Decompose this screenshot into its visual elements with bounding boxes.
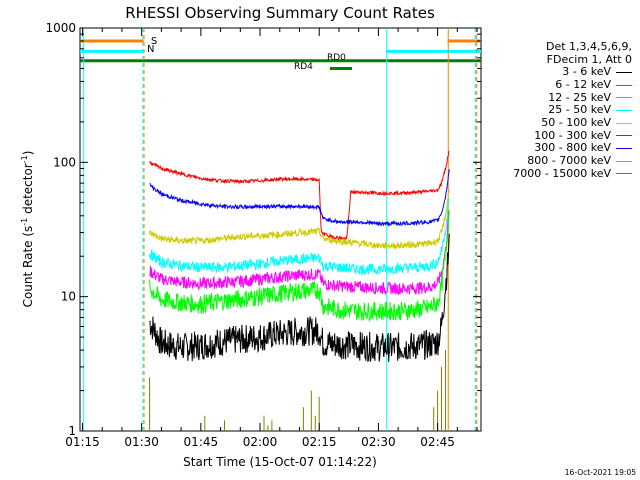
series-line-3to6keV xyxy=(149,233,450,363)
legend-entry: 800 - 7000 keV xyxy=(492,155,632,168)
legend-entry-label: 25 - 50 keV xyxy=(548,103,611,117)
footer-timestamp: 16-Oct-2021 19:05 xyxy=(564,468,636,477)
legend-swatch xyxy=(616,97,632,99)
legend-swatch xyxy=(616,160,632,162)
legend-entry: 6 - 12 keV xyxy=(492,79,632,92)
legend-header-line-2: FDecim 1, Att 0 xyxy=(546,53,632,66)
legend-swatch xyxy=(616,135,632,137)
y-axis-label-main: Count Rate (s xyxy=(21,226,35,308)
legend-entry-label: 3 - 6 keV xyxy=(562,65,611,79)
legend-swatch xyxy=(616,109,632,111)
legend-entry-label: 50 - 100 keV xyxy=(541,116,611,130)
flag-label-s: S xyxy=(151,36,157,47)
legend-rows: 3 - 6 keV 6 - 12 keV 12 - 25 keV 25 - 50 ke… xyxy=(492,66,632,180)
legend-swatch xyxy=(616,71,632,73)
legend: Det 1,3,4,5,6,9, FDecim 1, Att 0 3 - 6 k… xyxy=(492,40,632,180)
legend-entry-label: 800 - 7000 keV xyxy=(527,154,611,168)
legend-entry: 300 - 800 keV xyxy=(492,142,632,155)
legend-entry: 100 - 300 keV xyxy=(492,129,632,142)
legend-entry: 50 - 100 keV xyxy=(492,117,632,130)
legend-entry-label: 300 - 800 keV xyxy=(534,141,611,155)
y-axis-label-end: ) xyxy=(21,151,35,156)
flags-layer xyxy=(80,39,481,70)
x-tick-label: 02:15 xyxy=(302,435,337,449)
legend-swatch xyxy=(616,147,632,149)
legend-swatch xyxy=(616,122,632,124)
series-line-100to300keV xyxy=(149,150,450,241)
legend-swatch xyxy=(616,84,632,86)
y-axis-label: Count Rate (s-1 detector-1) xyxy=(20,151,35,308)
x-tick-label: 01:45 xyxy=(184,435,219,449)
x-tick-label: 02:30 xyxy=(361,435,396,449)
x-tick-label: 02:45 xyxy=(420,435,455,449)
legend-entry: 12 - 25 keV xyxy=(492,91,632,104)
flag-label-rd0: RD0 xyxy=(327,53,346,63)
x-tick-label: 01:30 xyxy=(124,435,159,449)
legend-entry-label: 6 - 12 keV xyxy=(555,78,611,92)
x-tick-label: 02:00 xyxy=(243,435,278,449)
y-tick-label: 1 xyxy=(68,424,76,438)
plot-frame xyxy=(79,27,482,432)
legend-entry-label: 7000 - 15000 keV xyxy=(513,166,611,180)
chart-title: RHESSI Observing Summary Count Rates xyxy=(125,4,435,22)
legend-entry: 25 - 50 keV xyxy=(492,104,632,117)
legend-entry-label: 100 - 300 keV xyxy=(534,128,611,142)
x-axis-label: Start Time (15-Oct-07 01:14:22) xyxy=(183,455,377,469)
y-axis-label-sup1: -1 xyxy=(20,218,29,226)
y-tick-label: 10 xyxy=(61,290,76,304)
flag-label-rd4: RD4 xyxy=(294,62,313,72)
y-tick-label: 100 xyxy=(53,155,76,169)
legend-swatch xyxy=(616,173,632,175)
series-line-300to800keV xyxy=(149,169,450,228)
y-tick-label: 1000 xyxy=(45,21,76,35)
flag-label-n: N xyxy=(147,44,154,55)
series-line-12to25keV xyxy=(149,210,450,323)
series-line-25to50keV xyxy=(149,198,450,276)
y-axis-label-mid: detector xyxy=(21,163,35,218)
night-lines-layer xyxy=(83,28,478,431)
series-line-6to12keV xyxy=(149,212,450,296)
series-line-50to100keV xyxy=(149,189,450,251)
series-layer xyxy=(149,150,450,431)
series-line-7000to15000keV xyxy=(149,350,446,431)
legend-header-line-1: Det 1,3,4,5,6,9, xyxy=(545,40,632,53)
y-axis-label-sup2: -1 xyxy=(20,155,29,163)
x-tick-label: 01:15 xyxy=(65,435,100,449)
legend-entry: 3 - 6 keV xyxy=(492,66,632,79)
legend-entry: 7000 - 15000 keV xyxy=(492,166,632,181)
legend-entry-label: 12 - 25 keV xyxy=(548,90,611,104)
axes-layer: 01:15 01:30 01:45 02:00 02:15 02:30 02:45 1 10 10… xyxy=(45,21,481,449)
